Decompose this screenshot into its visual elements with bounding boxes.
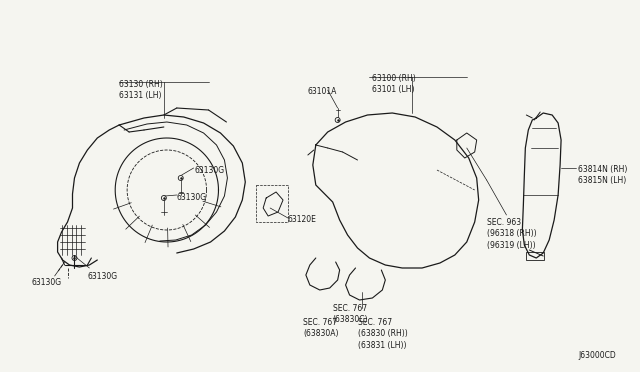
Text: 63101A: 63101A (308, 87, 337, 96)
Text: 63130G: 63130G (88, 272, 118, 281)
Text: 63130G: 63130G (32, 278, 62, 287)
Text: 63100 (RH)
63101 (LH): 63100 (RH) 63101 (LH) (372, 74, 416, 94)
Text: SEC. 767
(63830C): SEC. 767 (63830C) (333, 304, 368, 324)
Text: SEC. 963
(96318 (RH))
(96319 (LH)): SEC. 963 (96318 (RH)) (96319 (LH)) (486, 218, 536, 250)
Text: SEC. 767
(63830A): SEC. 767 (63830A) (303, 318, 339, 339)
Text: 63130G: 63130G (195, 166, 225, 175)
Text: 63814N (RH)
63815N (LH): 63814N (RH) 63815N (LH) (578, 165, 627, 186)
Text: SEC. 767
(63830 (RH))
(63831 (LH)): SEC. 767 (63830 (RH)) (63831 (LH)) (358, 318, 407, 350)
Text: 63130G: 63130G (177, 193, 207, 202)
Text: J63000CD: J63000CD (578, 351, 616, 360)
Text: 63120E: 63120E (288, 215, 317, 224)
Bar (526, 252, 544, 260)
Text: 63130 (RH)
63131 (LH): 63130 (RH) 63131 (LH) (119, 80, 163, 100)
